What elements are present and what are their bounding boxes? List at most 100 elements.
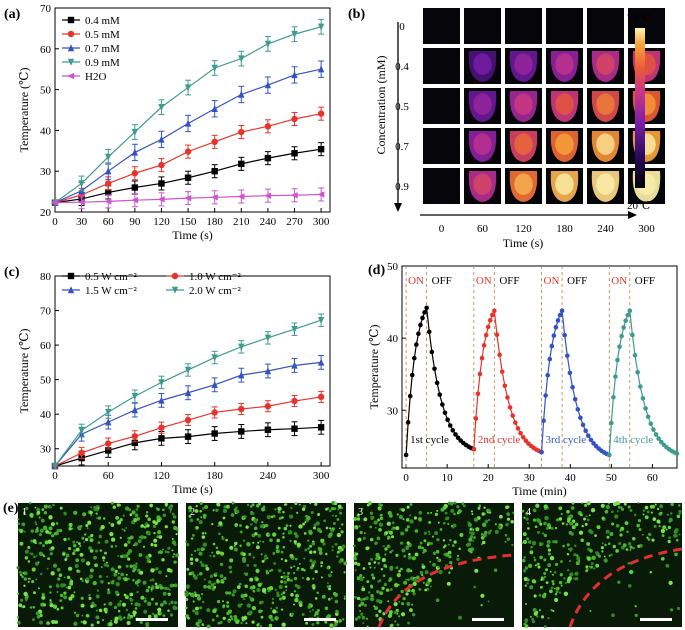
cell-dot <box>35 523 38 526</box>
x-tick-label: 30 <box>524 472 536 484</box>
cell-dot <box>32 618 35 621</box>
cell-dot <box>543 571 547 576</box>
cell-dot <box>164 525 168 529</box>
cell-dot <box>362 536 366 540</box>
cell-dot <box>201 535 206 539</box>
scale-bar <box>304 618 336 621</box>
cell-dot <box>34 506 37 509</box>
cell-dot <box>230 513 235 517</box>
cell-dot <box>676 606 681 611</box>
cell-dot <box>377 561 381 565</box>
cell-dot <box>294 501 298 506</box>
image-background <box>546 8 583 44</box>
thermal-image-cell <box>423 88 460 124</box>
cell-dot <box>92 580 97 586</box>
cell-dot <box>206 608 211 613</box>
data-point <box>424 305 429 311</box>
cell-dot <box>215 508 219 512</box>
cell-dot <box>268 586 274 591</box>
cell-dot <box>261 588 267 593</box>
cell-dot <box>467 542 472 547</box>
cell-dot <box>119 617 123 621</box>
cell-dot <box>131 510 136 515</box>
cell-dot <box>203 578 206 581</box>
cell-dot <box>216 599 221 604</box>
cell-dot <box>340 506 344 510</box>
cell-dot <box>533 611 538 616</box>
cell-dot <box>374 541 378 545</box>
cell-dot <box>35 530 38 533</box>
cell-dot <box>58 528 63 533</box>
cell-dot <box>629 548 632 551</box>
data-point <box>78 180 85 188</box>
cell-dot <box>116 520 122 525</box>
cell-dot <box>428 520 432 524</box>
cell-dot <box>418 510 423 515</box>
cell-dot <box>255 577 259 581</box>
cell-dot <box>35 554 38 557</box>
cell-dot <box>382 545 385 548</box>
cell-dot <box>84 537 89 542</box>
cell-dot <box>80 620 83 624</box>
cell-dot <box>246 542 251 547</box>
cell-dot <box>196 596 202 601</box>
data-point <box>499 369 505 374</box>
cell-dot <box>132 569 136 573</box>
cell-dot <box>600 546 604 550</box>
cell-dot <box>155 585 160 590</box>
cell-dot <box>57 577 61 581</box>
cell-dot <box>316 621 320 625</box>
thermal-image-cell <box>628 168 665 204</box>
cell-dot <box>278 568 282 573</box>
cell-dot <box>468 537 473 542</box>
cell-dot <box>125 526 128 529</box>
cell-dot <box>628 584 632 588</box>
cell-dot <box>307 539 310 542</box>
cell-dot <box>64 558 68 562</box>
cell-dot <box>535 503 540 508</box>
legend-entry: 0.9 mM <box>62 57 120 69</box>
cell-dot <box>151 578 155 582</box>
cell-dot <box>620 507 624 511</box>
cell-dot <box>159 585 164 590</box>
cell-dot <box>143 599 147 603</box>
y-tick-label: 50 <box>40 375 52 387</box>
cell-dot <box>253 518 258 523</box>
cell-dot <box>620 526 625 531</box>
plot-frame <box>401 265 678 469</box>
cell-dot <box>46 621 50 625</box>
data-point <box>513 420 518 425</box>
cell-dot <box>366 580 370 584</box>
data-point <box>264 403 272 410</box>
cell-dot <box>74 563 79 569</box>
cell-dot <box>191 533 195 537</box>
cell-dot <box>409 514 412 517</box>
cell-dot <box>255 568 260 573</box>
cell-dot <box>504 533 508 537</box>
cell-dot <box>414 529 419 533</box>
cell-dot <box>324 620 328 624</box>
cell-dot <box>278 585 283 590</box>
heat-core <box>514 173 533 195</box>
cell-dot <box>373 566 376 569</box>
cell-dot <box>580 538 584 542</box>
cell-dot <box>202 542 207 547</box>
cell-dot <box>213 585 217 589</box>
cell-dot <box>368 562 371 566</box>
cell-dot <box>281 516 284 519</box>
cell-dot <box>370 597 375 602</box>
cell-dot <box>293 565 296 568</box>
data-point <box>264 192 272 199</box>
cell-dot <box>249 577 254 582</box>
cell-dot <box>85 561 91 566</box>
cell-dot <box>139 620 143 624</box>
cell-dot <box>156 518 161 523</box>
cell-dot <box>370 585 374 589</box>
cell-dot <box>562 544 565 548</box>
cell-dot <box>276 546 279 550</box>
cell-dot <box>421 546 425 550</box>
cell-dot <box>93 603 97 607</box>
cell-dot <box>546 539 551 544</box>
data-point <box>442 410 448 416</box>
cell-dot <box>243 553 246 556</box>
